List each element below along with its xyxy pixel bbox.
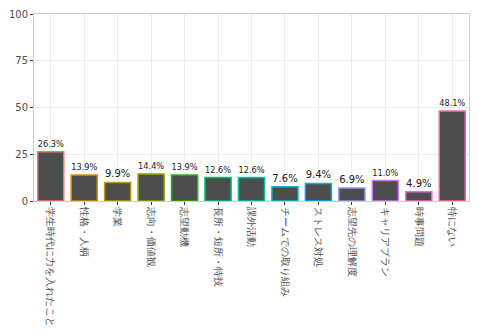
svg-text:課外活動: 課外活動 bbox=[246, 207, 257, 247]
svg-text:50: 50 bbox=[15, 102, 28, 113]
svg-text:志望動機: 志望動機 bbox=[179, 207, 190, 247]
svg-text:9.9%: 9.9% bbox=[105, 168, 130, 179]
svg-text:学業: 学業 bbox=[112, 207, 123, 227]
svg-text:25: 25 bbox=[15, 149, 28, 160]
svg-text:13.9%: 13.9% bbox=[71, 162, 97, 172]
svg-text:48.1%: 48.1% bbox=[439, 98, 465, 108]
svg-text:26.3%: 26.3% bbox=[38, 139, 64, 149]
svg-text:チームでの取り組み: チームでの取り組み bbox=[280, 207, 291, 297]
svg-text:学生時代に力を入れたこと: 学生時代に力を入れたこと bbox=[45, 207, 56, 327]
svg-text:志向・価値観: 志向・価値観 bbox=[146, 207, 157, 267]
svg-text:75: 75 bbox=[15, 55, 28, 66]
svg-text:9.4%: 9.4% bbox=[306, 169, 331, 180]
svg-text:ストレス対処: ストレス対処 bbox=[313, 207, 324, 267]
svg-text:7.6%: 7.6% bbox=[272, 173, 297, 184]
svg-text:キャリアプラン: キャリアプラン bbox=[380, 207, 391, 277]
svg-text:0: 0 bbox=[22, 196, 28, 207]
svg-text:13.9%: 13.9% bbox=[172, 162, 198, 172]
svg-text:14.4%: 14.4% bbox=[138, 161, 164, 171]
svg-text:12.6%: 12.6% bbox=[205, 165, 231, 175]
svg-text:100: 100 bbox=[9, 9, 28, 20]
svg-text:特にない: 特にない bbox=[447, 207, 458, 247]
svg-text:時事問題: 時事問題 bbox=[414, 207, 425, 247]
svg-text:12.6%: 12.6% bbox=[238, 165, 264, 175]
svg-text:6.9%: 6.9% bbox=[339, 174, 364, 185]
svg-text:11.0%: 11.0% bbox=[372, 168, 398, 178]
svg-text:長所・短所・特技: 長所・短所・特技 bbox=[213, 207, 224, 287]
svg-text:4.9%: 4.9% bbox=[406, 178, 431, 189]
svg-text:志望先の理解度: 志望先の理解度 bbox=[347, 207, 358, 277]
svg-text:性格・人柄: 性格・人柄 bbox=[79, 206, 90, 257]
